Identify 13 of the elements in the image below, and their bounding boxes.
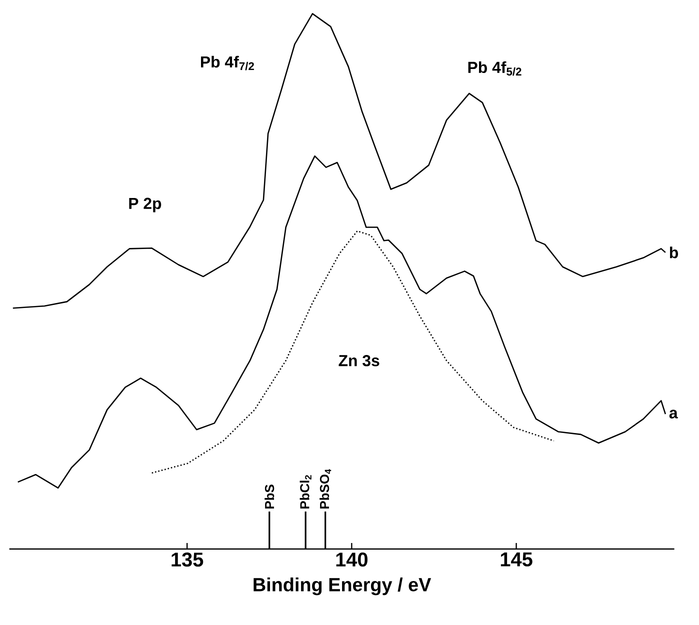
series-label: a (669, 410, 678, 418)
ref-line-label: PbS (264, 484, 274, 508)
annotation: Pb 4f$_{7/2}$ (200, 56, 254, 70)
ref-line-label: PbSO$_{4}$ (320, 469, 332, 508)
x-axis-title: Binding Energy / eV (254, 577, 432, 596)
x-tick-label: 135 (172, 552, 204, 567)
x-tick-label: 140 (336, 552, 368, 567)
annotation: P 2p (129, 198, 162, 212)
x-tick-label: 145 (500, 552, 532, 566)
ref-line-label: PbCl$_{2}$ (300, 475, 312, 508)
annotation: Zn 3s (338, 354, 380, 366)
annotation: Pb 4f$_{5/2}$ (468, 61, 522, 76)
series-label: b (670, 246, 678, 258)
